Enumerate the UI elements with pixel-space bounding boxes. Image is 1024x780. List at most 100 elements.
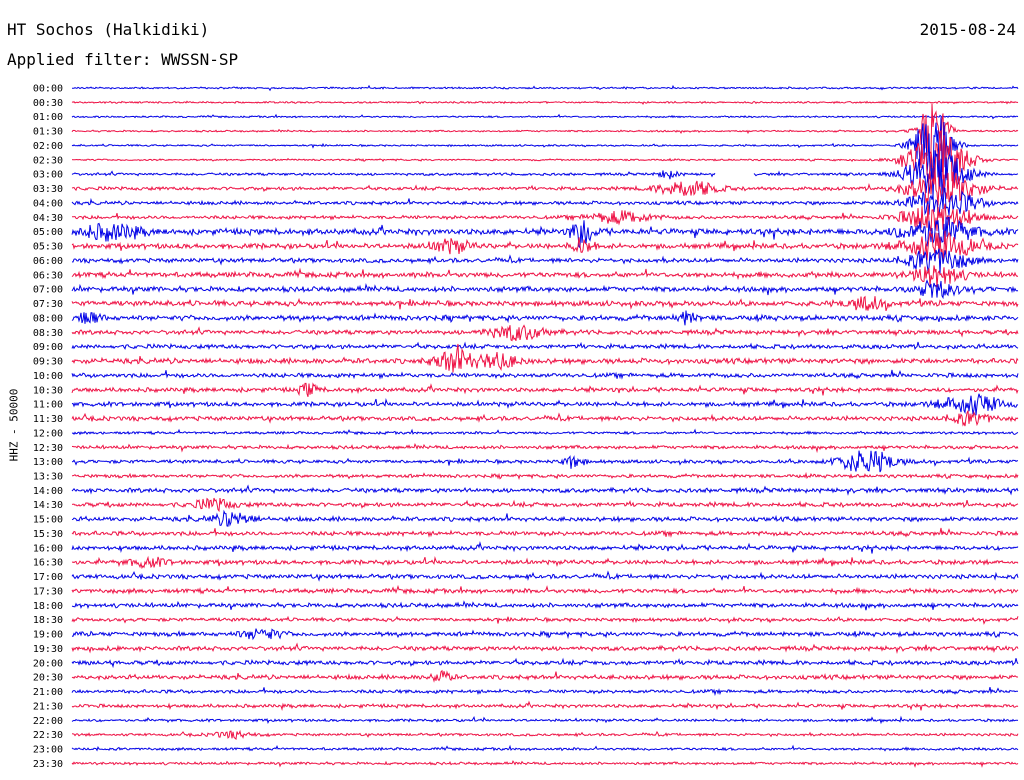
row-time-label: 20:30 bbox=[33, 673, 63, 684]
trace-line bbox=[71, 369, 1019, 380]
row-time-label: 06:30 bbox=[33, 270, 63, 281]
trace-line bbox=[71, 628, 1019, 641]
trace-line bbox=[71, 584, 1019, 596]
trace-line bbox=[71, 428, 1019, 436]
trace-line bbox=[71, 382, 1019, 397]
filter-label: Applied filter: WWSSN-SP bbox=[7, 50, 239, 69]
trace-line bbox=[71, 700, 1019, 712]
trace-line bbox=[71, 715, 1019, 725]
trace-line bbox=[71, 527, 1019, 538]
row-time-label: 09:30 bbox=[33, 357, 63, 368]
trace-line bbox=[71, 669, 1019, 683]
trace-line bbox=[71, 129, 1019, 190]
row-time-label: 15:30 bbox=[33, 529, 63, 540]
trace-line bbox=[71, 600, 1019, 611]
trace-line bbox=[71, 657, 1019, 669]
trace-line bbox=[71, 541, 1019, 554]
row-time-label: 23:00 bbox=[33, 745, 63, 756]
row-time-label: 18:00 bbox=[33, 601, 63, 612]
trace-line bbox=[71, 100, 1019, 105]
trace-line bbox=[71, 84, 1019, 92]
row-time-label: 10:00 bbox=[33, 371, 63, 382]
row-time-label: 00:30 bbox=[33, 98, 63, 109]
row-time-label: 19:30 bbox=[33, 644, 63, 655]
station-title: HT Sochos (Halkidiki) bbox=[7, 20, 210, 39]
trace-line bbox=[71, 265, 1019, 288]
trace-line bbox=[71, 509, 1019, 527]
trace-line bbox=[71, 103, 1019, 156]
row-time-label: 14:30 bbox=[33, 500, 63, 511]
trace-line bbox=[71, 484, 1019, 496]
row-time-label: 05:00 bbox=[33, 227, 63, 238]
row-time-label: 20:00 bbox=[33, 658, 63, 669]
trace-line bbox=[71, 393, 1019, 416]
row-time-label: 22:30 bbox=[33, 730, 63, 741]
trace-line bbox=[71, 686, 1018, 697]
trace-line bbox=[71, 341, 1019, 351]
row-time-label: 00:00 bbox=[33, 84, 63, 95]
row-time-label: 12:00 bbox=[33, 428, 63, 439]
row-time-label: 14:00 bbox=[33, 486, 63, 497]
trace-line bbox=[71, 169, 1019, 206]
row-time-label: 23:30 bbox=[33, 759, 63, 770]
row-time-label: 18:30 bbox=[33, 615, 63, 626]
trace-line bbox=[71, 113, 1019, 120]
row-time-label: 08:00 bbox=[33, 313, 63, 324]
row-time-label: 02:30 bbox=[33, 155, 63, 166]
row-time-label: 03:30 bbox=[33, 184, 63, 195]
row-time-label: 13:30 bbox=[33, 471, 63, 482]
date-label: 2015-08-24 bbox=[919, 20, 1016, 39]
row-time-label: 07:30 bbox=[33, 299, 63, 310]
trace-line bbox=[71, 248, 1019, 274]
trace-line bbox=[71, 230, 1019, 261]
trace-line bbox=[71, 642, 1019, 654]
row-time-label: 21:00 bbox=[33, 687, 63, 698]
row-time-label: 10:30 bbox=[33, 385, 63, 396]
trace-line bbox=[71, 555, 1019, 570]
trace-line bbox=[71, 216, 1019, 249]
row-time-label: 01:00 bbox=[33, 112, 63, 123]
row-time-label: 19:00 bbox=[33, 630, 63, 641]
trace-line bbox=[71, 324, 1019, 342]
row-time-label: 22:00 bbox=[33, 716, 63, 727]
trace-line bbox=[71, 410, 1019, 427]
trace-line bbox=[71, 729, 1019, 740]
row-time-label: 01:30 bbox=[33, 127, 63, 138]
row-time-label: 09:00 bbox=[33, 342, 63, 353]
trace-line bbox=[71, 443, 1019, 454]
trace-line bbox=[71, 279, 1019, 300]
row-time-label: 04:00 bbox=[33, 198, 63, 209]
trace-line bbox=[71, 295, 1019, 312]
row-time-label: 11:30 bbox=[33, 414, 63, 425]
trace-line bbox=[71, 744, 1019, 752]
row-time-label: 16:30 bbox=[33, 558, 63, 569]
row-time-label: 13:00 bbox=[33, 457, 63, 468]
row-time-label: 05:30 bbox=[33, 242, 63, 253]
trace-line bbox=[71, 187, 1019, 217]
row-time-label: 15:00 bbox=[33, 515, 63, 526]
trace-line bbox=[71, 310, 1019, 326]
row-time-label: 08:30 bbox=[33, 328, 63, 339]
trace-line bbox=[71, 570, 1019, 582]
trace-line bbox=[71, 150, 1019, 198]
trace-line bbox=[71, 497, 1019, 513]
row-time-label: 17:00 bbox=[33, 572, 63, 583]
row-time-label: 06:00 bbox=[33, 256, 63, 267]
trace-line bbox=[71, 450, 1018, 473]
row-time-label: 17:30 bbox=[33, 586, 63, 597]
row-time-label: 04:30 bbox=[33, 213, 63, 224]
row-time-label: 07:00 bbox=[33, 285, 63, 296]
row-time-label: 21:30 bbox=[33, 701, 63, 712]
trace-line bbox=[71, 343, 1019, 373]
row-time-label: 02:00 bbox=[33, 141, 63, 152]
trace-line bbox=[71, 471, 1019, 481]
trace-line bbox=[71, 760, 1019, 768]
trace-line bbox=[71, 615, 1019, 625]
trace-line bbox=[71, 117, 1019, 180]
row-time-label: 16:00 bbox=[33, 543, 63, 554]
row-time-label: 11:00 bbox=[33, 400, 63, 411]
row-time-label: 03:00 bbox=[33, 170, 63, 181]
row-time-label: 12:30 bbox=[33, 443, 63, 454]
trace-line bbox=[71, 203, 1019, 232]
